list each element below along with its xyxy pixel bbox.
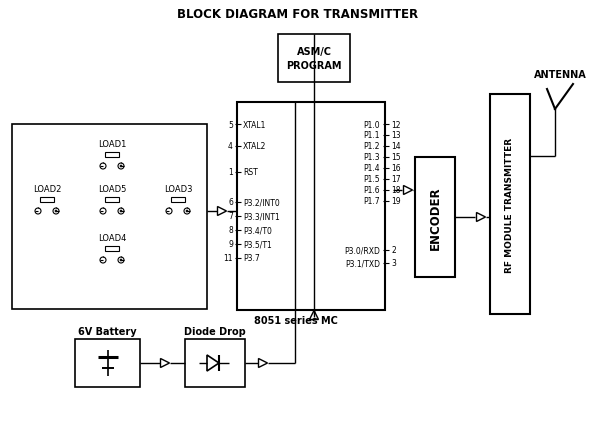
Text: P1.4: P1.4	[364, 164, 380, 173]
Text: Diode Drop: Diode Drop	[184, 326, 246, 336]
Text: 7: 7	[228, 212, 233, 221]
Text: 3: 3	[391, 259, 396, 268]
Text: P1.3: P1.3	[364, 153, 380, 162]
Text: 13: 13	[391, 131, 401, 140]
Circle shape	[120, 166, 122, 168]
Bar	[171, 197, 185, 203]
Text: P1.6: P1.6	[364, 186, 380, 195]
Text: 6V Battery: 6V Battery	[78, 326, 137, 336]
Bar	[105, 197, 119, 203]
Text: 2: 2	[391, 246, 396, 255]
Text: LOAD4: LOAD4	[98, 233, 126, 243]
Text: 16: 16	[391, 164, 401, 173]
Text: 12: 12	[391, 120, 401, 129]
Text: LOAD3: LOAD3	[164, 184, 193, 194]
Circle shape	[55, 210, 57, 213]
Text: 17: 17	[391, 175, 401, 184]
Bar	[415, 158, 455, 277]
Text: P1.1: P1.1	[364, 131, 380, 140]
Text: 14: 14	[391, 142, 401, 151]
Text: 18: 18	[391, 186, 401, 195]
Text: RST: RST	[243, 168, 257, 177]
Text: 1: 1	[228, 168, 233, 177]
Text: 5: 5	[228, 120, 233, 129]
Text: P3.2/INT0: P3.2/INT0	[243, 198, 280, 207]
Text: RF MODULE TRANSMITTER: RF MODULE TRANSMITTER	[505, 137, 514, 272]
Text: 6: 6	[228, 198, 233, 207]
Text: P3.0/RXD: P3.0/RXD	[344, 246, 380, 255]
Text: LOAD2: LOAD2	[33, 184, 61, 194]
Text: 19: 19	[391, 197, 401, 206]
Text: 4: 4	[228, 142, 233, 151]
Bar	[105, 247, 119, 251]
Text: P3.4/T0: P3.4/T0	[243, 226, 272, 235]
Text: 15: 15	[391, 153, 401, 162]
Text: P1.0: P1.0	[364, 120, 380, 129]
Circle shape	[186, 210, 188, 213]
Text: P1.7: P1.7	[364, 197, 380, 206]
Text: LOAD5: LOAD5	[98, 184, 126, 194]
Text: XTAL2: XTAL2	[243, 142, 266, 151]
Bar	[40, 197, 54, 203]
Circle shape	[120, 260, 122, 261]
Text: P3.3/INT1: P3.3/INT1	[243, 212, 280, 221]
Text: 11: 11	[224, 254, 233, 263]
Text: 8051 series MC: 8051 series MC	[254, 315, 338, 325]
Circle shape	[120, 210, 122, 213]
Bar	[490, 95, 530, 314]
Bar	[75, 339, 140, 387]
Bar	[237, 103, 385, 310]
Text: LOAD1: LOAD1	[98, 140, 126, 149]
Text: XTAL1: XTAL1	[243, 120, 266, 129]
Text: P3.7: P3.7	[243, 254, 260, 263]
Bar	[278, 35, 350, 83]
Text: 8: 8	[228, 226, 233, 235]
Text: BLOCK DIAGRAM FOR TRANSMITTER: BLOCK DIAGRAM FOR TRANSMITTER	[178, 8, 418, 21]
Text: P3.5/T1: P3.5/T1	[243, 240, 272, 249]
Text: 9: 9	[228, 240, 233, 249]
Bar	[105, 153, 119, 158]
Text: P1.5: P1.5	[364, 175, 380, 184]
Bar	[12, 125, 207, 309]
Bar	[185, 339, 245, 387]
Text: P1.2: P1.2	[364, 142, 380, 151]
Text: ENCODER: ENCODER	[429, 186, 442, 249]
Text: P3.1/TXD: P3.1/TXD	[345, 259, 380, 268]
Text: ASM/C
PROGRAM: ASM/C PROGRAM	[286, 47, 342, 70]
Text: ANTENNA: ANTENNA	[533, 70, 586, 80]
